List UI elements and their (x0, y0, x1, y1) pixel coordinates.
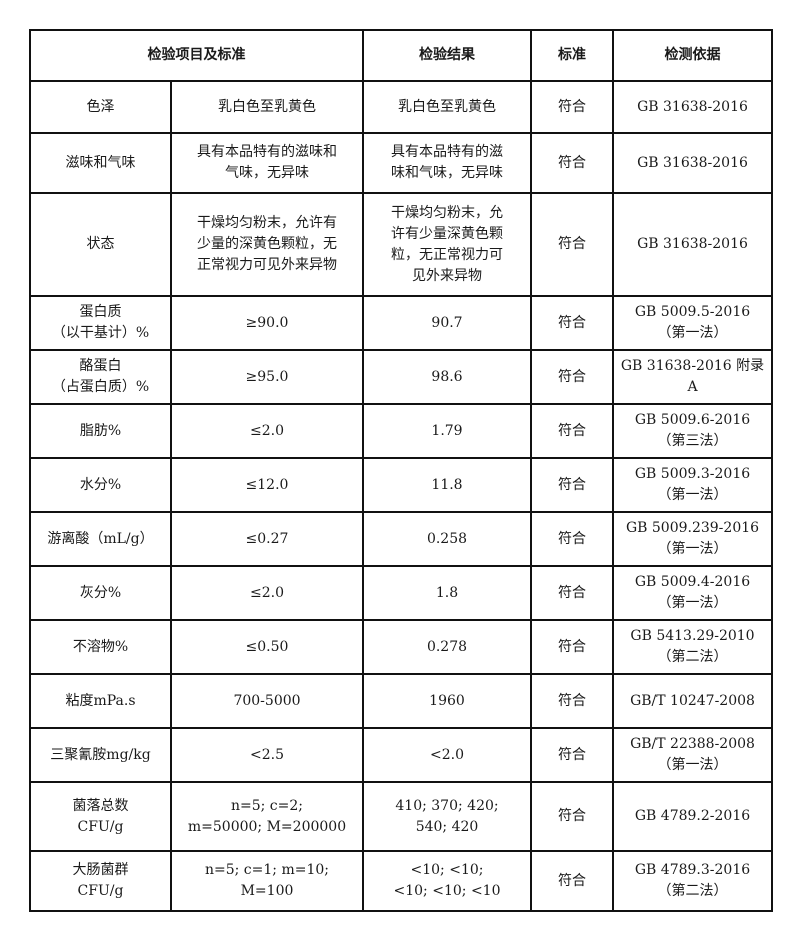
cell-item: 三聚氰胺mg/kg (29, 727, 172, 783)
cell-requirement: 干燥均匀粉末，允许有 少量的深黄色颗粒，无 正常视力可见外来异物 (170, 192, 364, 297)
cell-basis: GB 5009.6-2016 （第三法） (612, 403, 773, 459)
cell-verdict: 符合 (530, 457, 614, 513)
table-row: 酪蛋白 （占蛋白质）% ≥95.0 98.6 符合 GB 31638-2016 附录A (29, 349, 773, 405)
cell-basis: GB 31638-2016 (612, 80, 773, 134)
cell-verdict: 符合 (530, 619, 614, 675)
cell-verdict: 符合 (530, 295, 614, 351)
cell-result: 98.6 (362, 349, 532, 405)
header-standard: 标准 (530, 29, 614, 82)
cell-result: 1.8 (362, 565, 532, 621)
cell-item: 水分% (29, 457, 172, 513)
cell-verdict: 符合 (530, 511, 614, 567)
cell-verdict: 符合 (530, 192, 614, 297)
cell-basis: GB 31638-2016 (612, 132, 773, 194)
table-row: 脂肪% ≤2.0 1.79 符合 GB 5009.6-2016 （第三法） (29, 403, 773, 459)
cell-item: 状态 (29, 192, 172, 297)
cell-requirement: ≤2.0 (170, 565, 364, 621)
cell-item: 蛋白质 （以干基计）% (29, 295, 172, 351)
cell-result: 干燥均匀粉末，允 许有少量深黄色颗 粒，无正常视力可 见外来异物 (362, 192, 532, 297)
cell-verdict: 符合 (530, 850, 614, 912)
cell-item: 不溶物% (29, 619, 172, 675)
table-row: 大肠菌群 CFU/g n=5; c=1; m=10; M=100 <10; <10;… (29, 850, 773, 912)
cell-verdict: 符合 (530, 403, 614, 459)
cell-result: 具有本品特有的滋 味和气味，无异味 (362, 132, 532, 194)
cell-verdict: 符合 (530, 349, 614, 405)
cell-basis: GB 4789.3-2016 （第二法） (612, 850, 773, 912)
cell-item: 脂肪% (29, 403, 172, 459)
cell-basis: GB 5009.239-2016 （第一法） (612, 511, 773, 567)
header-basis: 检测依据 (612, 29, 773, 82)
cell-requirement: n=5; c=1; m=10; M=100 (170, 850, 364, 912)
cell-result: 0.258 (362, 511, 532, 567)
header-row: 检验项目及标准 检验结果 标准 检测依据 (29, 29, 773, 82)
table-row: 灰分% ≤2.0 1.8 符合 GB 5009.4-2016 （第一法） (29, 565, 773, 621)
cell-item: 酪蛋白 （占蛋白质）% (29, 349, 172, 405)
cell-requirement: ≥95.0 (170, 349, 364, 405)
cell-result: 11.8 (362, 457, 532, 513)
cell-item: 菌落总数 CFU/g (29, 781, 172, 852)
cell-requirement: ≤2.0 (170, 403, 364, 459)
cell-item: 灰分% (29, 565, 172, 621)
cell-verdict: 符合 (530, 80, 614, 134)
table-row: 状态 干燥均匀粉末，允许有 少量的深黄色颗粒，无 正常视力可见外来异物 干燥均匀粉末… (29, 192, 773, 297)
cell-requirement: 700-5000 (170, 673, 364, 729)
cell-requirement: ≥90.0 (170, 295, 364, 351)
cell-requirement: ≤12.0 (170, 457, 364, 513)
cell-item: 滋味和气味 (29, 132, 172, 194)
table-row: 游离酸（mL/g） ≤0.27 0.258 符合 GB 5009.239-2016 （第… (29, 511, 773, 567)
cell-requirement: 具有本品特有的滋味和 气味，无异味 (170, 132, 364, 194)
cell-result: 1.79 (362, 403, 532, 459)
cell-verdict: 符合 (530, 132, 614, 194)
cell-item: 大肠菌群 CFU/g (29, 850, 172, 912)
table-row: 滋味和气味 具有本品特有的滋味和 气味，无异味 具有本品特有的滋 味和气味，无异味符… (29, 132, 773, 194)
cell-basis: GB 5009.5-2016 （第一法） (612, 295, 773, 351)
cell-item: 色泽 (29, 80, 172, 134)
cell-requirement: ≤0.50 (170, 619, 364, 675)
cell-requirement: n=5; c=2; m=50000; M=200000 (170, 781, 364, 852)
table-row: 粘度mPa.s 700-5000 1960 符合 GB/T 10247-2008 (29, 673, 773, 729)
cell-basis: GB 31638-2016 (612, 192, 773, 297)
header-item-standard: 检验项目及标准 (29, 29, 364, 82)
table-row: 水分% ≤12.0 11.8 符合 GB 5009.3-2016 （第一法） (29, 457, 773, 513)
table-row: 蛋白质 （以干基计）% ≥90.0 90.7 符合 GB 5009.5-2016 （第一… (29, 295, 773, 351)
cell-basis: GB/T 22388-2008 （第一法） (612, 727, 773, 783)
cell-result: 410; 370; 420; 540; 420 (362, 781, 532, 852)
cell-verdict: 符合 (530, 673, 614, 729)
cell-basis: GB 5413.29-2010 （第二法） (612, 619, 773, 675)
cell-basis: GB 5009.4-2016 （第一法） (612, 565, 773, 621)
cell-basis: GB 5009.3-2016 （第一法） (612, 457, 773, 513)
cell-basis: GB 31638-2016 附录A (612, 349, 773, 405)
cell-basis: GB/T 10247-2008 (612, 673, 773, 729)
cell-result: <10; <10; <10; <10; <10 (362, 850, 532, 912)
cell-item: 粘度mPa.s (29, 673, 172, 729)
table-row: 三聚氰胺mg/kg <2.5 <2.0 符合 GB/T 22388-2008 （第一法） (29, 727, 773, 783)
cell-result: 1960 (362, 673, 532, 729)
cell-result: 90.7 (362, 295, 532, 351)
cell-verdict: 符合 (530, 781, 614, 852)
header-result: 检验结果 (362, 29, 532, 82)
cell-requirement: ≤0.27 (170, 511, 364, 567)
cell-requirement: 乳白色至乳黄色 (170, 80, 364, 134)
cell-result: 乳白色至乳黄色 (362, 80, 532, 134)
cell-result: <2.0 (362, 727, 532, 783)
table-row: 不溶物% ≤0.50 0.278 符合 GB 5413.29-2010 （第二法） (29, 619, 773, 675)
cell-verdict: 符合 (530, 565, 614, 621)
cell-result: 0.278 (362, 619, 532, 675)
table-row: 菌落总数 CFU/g n=5; c=2; m=50000; M=200000 410… (29, 781, 773, 852)
inspection-table: 检验项目及标准 检验结果 标准 检测依据 色泽 乳白色至乳黄色 乳白色至乳黄色 符合 G… (29, 29, 773, 912)
cell-item: 游离酸（mL/g） (29, 511, 172, 567)
cell-basis: GB 4789.2-2016 (612, 781, 773, 852)
table-row: 色泽 乳白色至乳黄色 乳白色至乳黄色 符合 GB 31638-2016 (29, 80, 773, 134)
cell-verdict: 符合 (530, 727, 614, 783)
cell-requirement: <2.5 (170, 727, 364, 783)
